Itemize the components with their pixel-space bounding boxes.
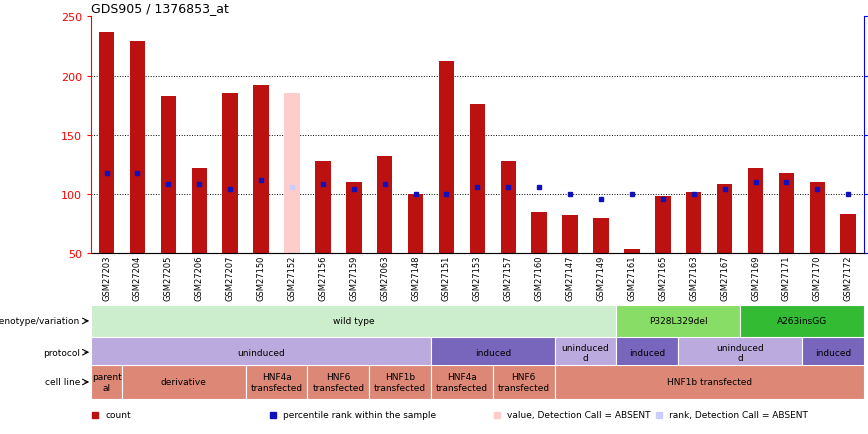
Text: uninduced
d: uninduced d [562,343,609,362]
Bar [253,86,269,253]
Text: HNF4a
transfected: HNF4a transfected [436,372,488,392]
Text: value, Detection Call = ABSENT: value, Detection Call = ABSENT [507,411,650,419]
Bar [346,183,361,253]
Bar [315,161,331,253]
Text: uninduced
d: uninduced d [716,343,764,362]
Bar [91,337,431,368]
Bar [810,183,825,253]
Bar [531,212,547,253]
Bar [840,214,856,253]
Bar [222,94,238,253]
Text: HNF6
transfected: HNF6 transfected [497,372,549,392]
Bar [192,168,207,253]
Bar [161,96,176,253]
Bar [307,365,369,399]
Bar [91,365,122,399]
Bar [470,105,485,253]
Bar [802,337,864,368]
Bar [740,306,864,337]
Bar [431,337,555,368]
Bar [99,33,115,253]
Text: A263insGG: A263insGG [777,317,827,326]
Text: induced: induced [815,348,851,357]
Text: HNF6
transfected: HNF6 transfected [312,372,365,392]
Bar [686,192,701,253]
Bar [616,306,740,337]
Bar [122,365,246,399]
Bar [493,365,555,399]
Text: protocol: protocol [43,348,80,357]
Text: GDS905 / 1376853_at: GDS905 / 1376853_at [91,2,229,15]
Text: percentile rank within the sample: percentile rank within the sample [283,411,436,419]
Text: rank, Detection Call = ABSENT: rank, Detection Call = ABSENT [669,411,808,419]
Text: genotype/variation: genotype/variation [0,317,80,326]
Bar [91,306,616,337]
Text: P328L329del: P328L329del [649,317,707,326]
Bar [284,94,299,253]
Bar [377,157,392,253]
Bar [130,42,145,253]
Text: cell line: cell line [45,378,80,387]
Bar [562,216,578,253]
Text: parent
al: parent al [92,372,122,392]
Bar [501,161,516,253]
Text: induced: induced [475,348,511,357]
Bar [748,168,763,253]
Text: HNF4a
transfected: HNF4a transfected [251,372,303,392]
Bar [555,337,616,368]
Bar [408,194,424,253]
Bar [555,365,864,399]
Bar [678,337,802,368]
Bar [438,62,454,253]
Bar [655,197,670,253]
Text: uninduced: uninduced [237,348,285,357]
Text: count: count [105,411,131,419]
Text: HNF1b
transfected: HNF1b transfected [374,372,426,392]
Text: HNF1b transfected: HNF1b transfected [667,378,752,387]
Text: induced: induced [629,348,666,357]
Bar [594,218,608,253]
Text: wild type: wild type [333,317,375,326]
Bar [431,365,493,399]
Bar [624,250,640,253]
Bar [779,173,794,253]
Bar [246,365,307,399]
Bar [717,185,733,253]
Bar [369,365,431,399]
Bar [616,337,678,368]
Text: derivative: derivative [161,378,207,387]
